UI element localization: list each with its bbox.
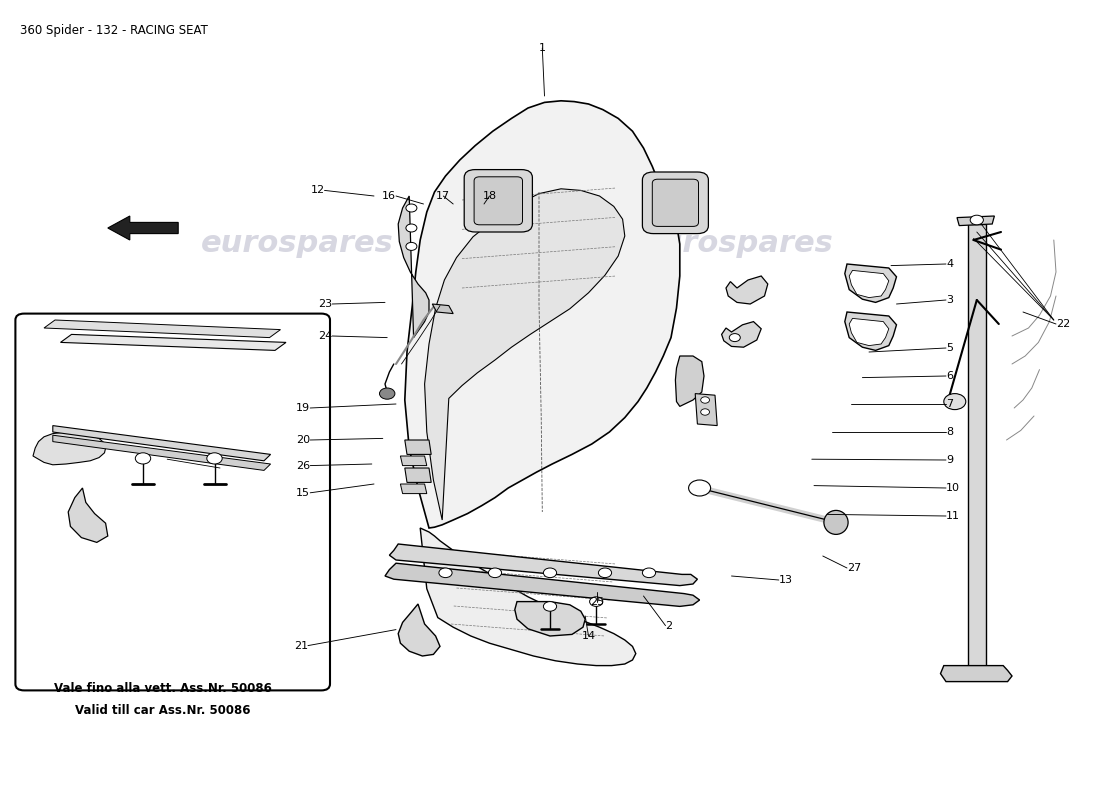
Text: eurospares: eurospares bbox=[640, 230, 834, 258]
Circle shape bbox=[406, 242, 417, 250]
Polygon shape bbox=[425, 189, 625, 520]
Polygon shape bbox=[845, 312, 896, 350]
Text: 8: 8 bbox=[946, 427, 953, 437]
Circle shape bbox=[406, 224, 417, 232]
Polygon shape bbox=[108, 216, 178, 240]
Polygon shape bbox=[515, 602, 585, 636]
Polygon shape bbox=[675, 356, 704, 406]
Text: 24: 24 bbox=[318, 331, 332, 341]
Text: 5: 5 bbox=[946, 343, 953, 353]
Polygon shape bbox=[968, 224, 986, 668]
Text: 23: 23 bbox=[318, 299, 332, 309]
Text: 16: 16 bbox=[382, 191, 396, 201]
Polygon shape bbox=[432, 304, 453, 314]
Polygon shape bbox=[695, 394, 717, 426]
Text: 2: 2 bbox=[666, 621, 672, 630]
Text: 12: 12 bbox=[310, 186, 324, 195]
Circle shape bbox=[135, 453, 151, 464]
Text: 11: 11 bbox=[946, 511, 960, 521]
Circle shape bbox=[488, 568, 502, 578]
Polygon shape bbox=[400, 456, 427, 466]
Polygon shape bbox=[400, 484, 427, 494]
Text: eurospares: eurospares bbox=[200, 230, 394, 258]
Ellipse shape bbox=[824, 510, 848, 534]
Text: 22: 22 bbox=[1056, 319, 1070, 329]
FancyBboxPatch shape bbox=[15, 314, 330, 690]
Text: 10: 10 bbox=[946, 483, 960, 493]
Circle shape bbox=[590, 597, 603, 606]
Text: 19: 19 bbox=[296, 403, 310, 413]
Text: Valid till car Ass.Nr. 50086: Valid till car Ass.Nr. 50086 bbox=[75, 704, 251, 717]
Polygon shape bbox=[385, 563, 700, 606]
Polygon shape bbox=[389, 544, 697, 586]
Polygon shape bbox=[405, 440, 431, 454]
Polygon shape bbox=[53, 426, 271, 461]
Polygon shape bbox=[398, 196, 429, 338]
FancyBboxPatch shape bbox=[464, 170, 532, 232]
Circle shape bbox=[598, 568, 612, 578]
Circle shape bbox=[701, 397, 710, 403]
Polygon shape bbox=[940, 666, 1012, 682]
Polygon shape bbox=[405, 101, 680, 528]
Circle shape bbox=[729, 334, 740, 342]
Text: 15: 15 bbox=[296, 488, 310, 498]
Text: 18: 18 bbox=[483, 191, 496, 201]
FancyBboxPatch shape bbox=[642, 172, 708, 234]
Polygon shape bbox=[68, 488, 108, 542]
FancyBboxPatch shape bbox=[474, 177, 522, 225]
Circle shape bbox=[406, 204, 417, 212]
Text: 17: 17 bbox=[437, 191, 450, 201]
Text: 7: 7 bbox=[946, 399, 953, 409]
Circle shape bbox=[543, 602, 557, 611]
Circle shape bbox=[970, 215, 983, 225]
Circle shape bbox=[439, 568, 452, 578]
Polygon shape bbox=[849, 270, 889, 298]
Circle shape bbox=[642, 568, 656, 578]
Polygon shape bbox=[849, 318, 889, 346]
Circle shape bbox=[207, 453, 222, 464]
Text: 25: 25 bbox=[591, 598, 604, 607]
Text: 9: 9 bbox=[946, 455, 953, 465]
Text: 4: 4 bbox=[946, 259, 953, 269]
Circle shape bbox=[543, 568, 557, 578]
Circle shape bbox=[701, 409, 710, 415]
Text: 3: 3 bbox=[946, 295, 953, 305]
Polygon shape bbox=[845, 264, 896, 302]
Polygon shape bbox=[53, 435, 271, 470]
Text: 13: 13 bbox=[779, 575, 793, 585]
Text: 360 Spider - 132 - RACING SEAT: 360 Spider - 132 - RACING SEAT bbox=[20, 24, 208, 37]
Circle shape bbox=[379, 388, 395, 399]
Text: 27: 27 bbox=[847, 563, 861, 573]
Polygon shape bbox=[60, 334, 286, 350]
Polygon shape bbox=[957, 216, 994, 226]
Polygon shape bbox=[420, 528, 636, 666]
Circle shape bbox=[689, 480, 711, 496]
Polygon shape bbox=[33, 432, 106, 465]
Polygon shape bbox=[44, 320, 280, 338]
Text: 26: 26 bbox=[296, 461, 310, 470]
Circle shape bbox=[944, 394, 966, 410]
Polygon shape bbox=[726, 276, 768, 304]
FancyBboxPatch shape bbox=[652, 179, 698, 226]
Polygon shape bbox=[398, 604, 440, 656]
Text: 6: 6 bbox=[946, 371, 953, 381]
Text: 20: 20 bbox=[296, 435, 310, 445]
Text: 21: 21 bbox=[294, 641, 308, 650]
Polygon shape bbox=[722, 322, 761, 347]
Text: 14: 14 bbox=[582, 631, 595, 641]
Text: 1: 1 bbox=[539, 43, 546, 53]
Polygon shape bbox=[405, 468, 431, 482]
Text: Vale fino alla vett. Ass.Nr. 50086: Vale fino alla vett. Ass.Nr. 50086 bbox=[54, 682, 272, 694]
